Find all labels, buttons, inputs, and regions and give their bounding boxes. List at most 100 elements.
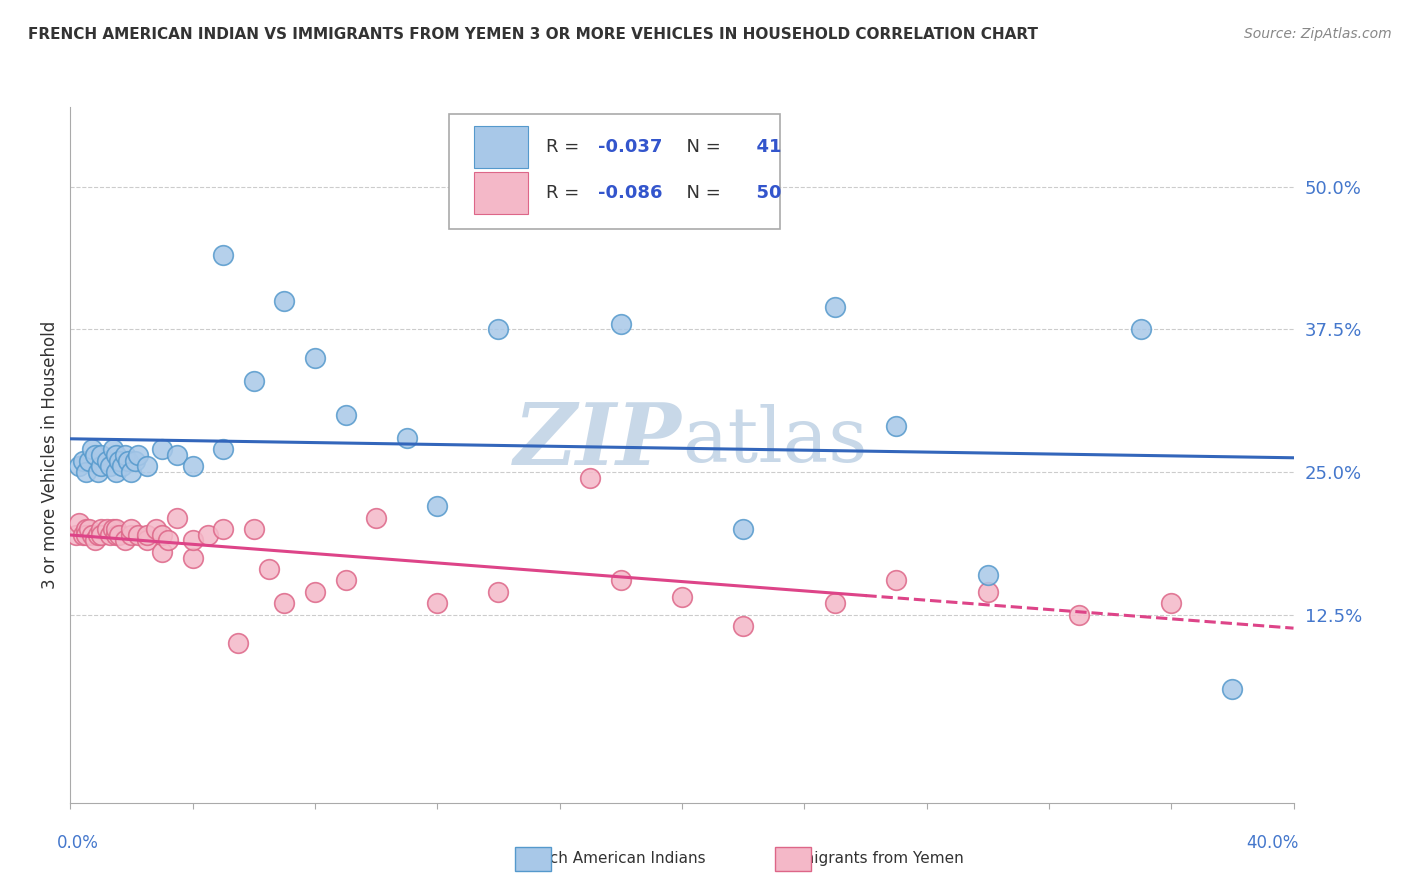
Point bbox=[121, 465, 143, 479]
Text: FRENCH AMERICAN INDIAN VS IMMIGRANTS FROM YEMEN 3 OR MORE VEHICLES IN HOUSEHOLD : FRENCH AMERICAN INDIAN VS IMMIGRANTS FRO… bbox=[28, 27, 1038, 42]
Point bbox=[1069, 607, 1091, 622]
Point bbox=[105, 465, 128, 479]
Point bbox=[80, 528, 103, 542]
Text: N =: N = bbox=[675, 184, 720, 202]
Point bbox=[98, 528, 121, 542]
Point bbox=[75, 528, 97, 542]
Point bbox=[824, 300, 846, 314]
Text: atlas: atlas bbox=[682, 404, 868, 478]
Point bbox=[884, 419, 907, 434]
Point bbox=[273, 293, 295, 308]
Text: 0.0%: 0.0% bbox=[56, 834, 98, 852]
Point bbox=[366, 510, 388, 524]
Point bbox=[121, 522, 143, 536]
Point bbox=[243, 374, 266, 388]
Point bbox=[101, 522, 124, 536]
Point bbox=[884, 574, 907, 588]
Point bbox=[108, 453, 131, 467]
Point bbox=[83, 448, 105, 462]
Point bbox=[77, 522, 100, 536]
Point bbox=[65, 528, 87, 542]
Point bbox=[101, 442, 124, 457]
Text: French American Indians: French American Indians bbox=[517, 851, 706, 865]
Point bbox=[124, 453, 146, 467]
Point bbox=[304, 584, 326, 599]
Text: ZIP: ZIP bbox=[515, 400, 682, 483]
Point bbox=[96, 453, 118, 467]
Point bbox=[610, 574, 633, 588]
Point bbox=[72, 528, 94, 542]
Point bbox=[87, 528, 110, 542]
Y-axis label: 3 or more Vehicles in Household: 3 or more Vehicles in Household bbox=[41, 321, 59, 589]
Point bbox=[114, 533, 136, 548]
Point bbox=[105, 528, 128, 542]
Point bbox=[488, 584, 510, 599]
Point bbox=[395, 431, 418, 445]
Point bbox=[98, 459, 121, 474]
Point bbox=[75, 465, 97, 479]
Point bbox=[257, 562, 280, 576]
Point bbox=[90, 448, 112, 462]
Point bbox=[610, 317, 633, 331]
Point bbox=[111, 459, 134, 474]
FancyBboxPatch shape bbox=[450, 114, 780, 229]
Point bbox=[733, 619, 755, 633]
Text: R =: R = bbox=[546, 137, 585, 156]
Text: -0.037: -0.037 bbox=[598, 137, 662, 156]
Point bbox=[181, 459, 204, 474]
Point bbox=[426, 500, 449, 514]
FancyBboxPatch shape bbox=[474, 126, 527, 169]
Point bbox=[75, 522, 97, 536]
Point bbox=[273, 596, 295, 610]
Text: -0.086: -0.086 bbox=[598, 184, 662, 202]
Point bbox=[80, 442, 103, 457]
Point bbox=[304, 351, 326, 365]
Point bbox=[243, 522, 266, 536]
Point bbox=[824, 596, 846, 610]
Point bbox=[976, 584, 998, 599]
Point bbox=[150, 545, 173, 559]
Point bbox=[166, 448, 188, 462]
Point bbox=[90, 528, 112, 542]
Point bbox=[733, 522, 755, 536]
Text: 41: 41 bbox=[744, 137, 782, 156]
Point bbox=[212, 442, 235, 457]
Point bbox=[671, 591, 693, 605]
Point bbox=[117, 453, 139, 467]
Point bbox=[127, 448, 149, 462]
Point bbox=[83, 533, 105, 548]
Point bbox=[181, 550, 204, 565]
Point bbox=[212, 522, 235, 536]
Text: Immigrants from Yemen: Immigrants from Yemen bbox=[780, 851, 963, 865]
Point bbox=[87, 465, 110, 479]
Point bbox=[228, 636, 250, 650]
Point bbox=[426, 596, 449, 610]
Point bbox=[135, 528, 157, 542]
Point bbox=[69, 459, 91, 474]
Point bbox=[150, 442, 173, 457]
Point bbox=[197, 528, 219, 542]
Text: N =: N = bbox=[675, 137, 720, 156]
Point bbox=[488, 322, 510, 336]
Text: 50: 50 bbox=[744, 184, 782, 202]
Point bbox=[90, 459, 112, 474]
Point bbox=[72, 453, 94, 467]
Point bbox=[105, 448, 128, 462]
Point bbox=[145, 522, 167, 536]
Point bbox=[135, 459, 157, 474]
Point bbox=[77, 453, 100, 467]
Point bbox=[157, 533, 180, 548]
Point bbox=[90, 522, 112, 536]
Text: Source: ZipAtlas.com: Source: ZipAtlas.com bbox=[1244, 27, 1392, 41]
Point bbox=[108, 528, 131, 542]
Point bbox=[335, 408, 357, 422]
Point bbox=[105, 522, 128, 536]
Point bbox=[1220, 681, 1243, 696]
Point bbox=[976, 567, 998, 582]
Point bbox=[212, 248, 235, 262]
Point bbox=[96, 522, 118, 536]
Point bbox=[579, 471, 602, 485]
Point bbox=[114, 448, 136, 462]
Point bbox=[135, 533, 157, 548]
Point bbox=[181, 533, 204, 548]
